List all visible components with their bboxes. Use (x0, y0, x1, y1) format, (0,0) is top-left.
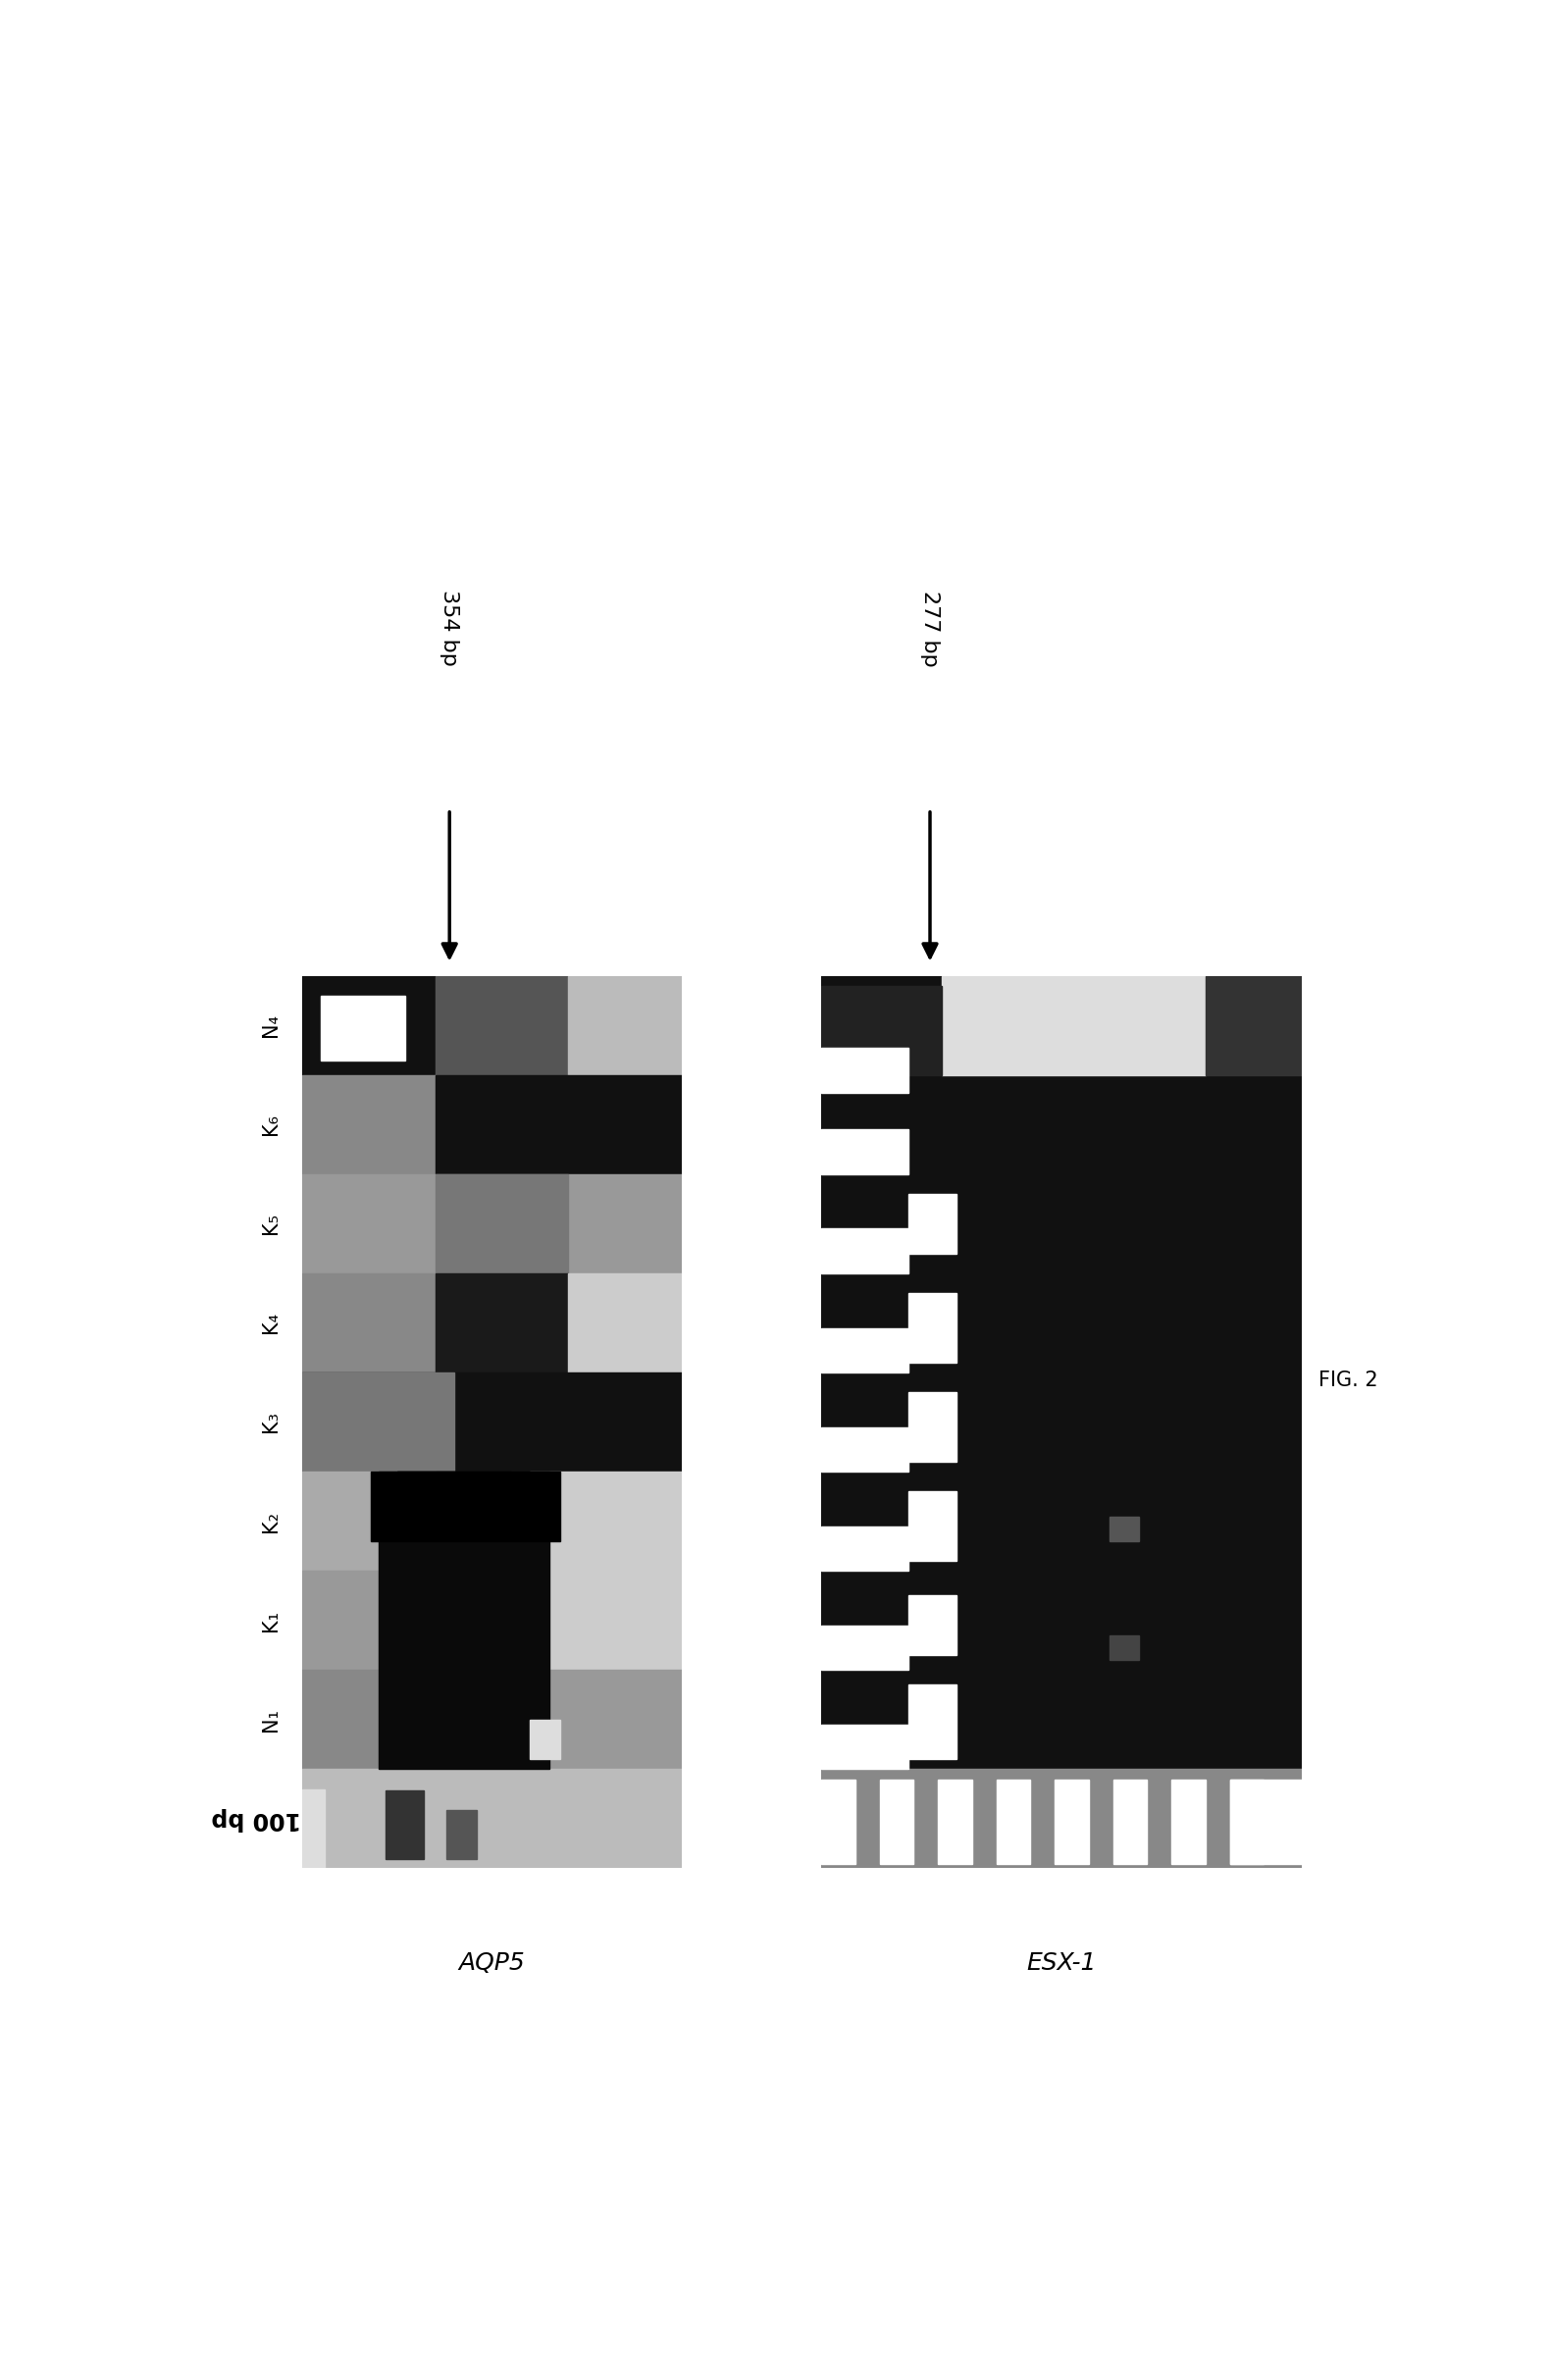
Bar (302, 976, 436, 1076)
Bar (1172, 1780, 1206, 1864)
Bar (567, 976, 682, 1076)
Bar (822, 1780, 856, 1864)
Text: AQP5: AQP5 (459, 1952, 525, 1975)
Bar (302, 1790, 326, 1868)
Bar (908, 1595, 956, 1654)
Bar (446, 1809, 477, 1859)
Bar (1231, 1780, 1263, 1864)
Bar (386, 1790, 423, 1859)
Text: N₁: N₁ (262, 1709, 281, 1730)
Bar (880, 1780, 913, 1864)
Text: K₄: K₄ (262, 1311, 281, 1333)
Bar (1206, 976, 1302, 1076)
Bar (530, 1471, 682, 1571)
Text: K₁: K₁ (262, 1609, 281, 1630)
Bar (822, 1671, 1302, 1768)
Bar (549, 1571, 682, 1671)
Bar (822, 1626, 908, 1671)
Text: N₄: N₄ (262, 1014, 281, 1038)
Bar (1231, 1780, 1302, 1864)
Bar (822, 985, 1302, 1076)
Bar (822, 1768, 1302, 1868)
Bar (908, 1392, 956, 1461)
Bar (908, 1685, 956, 1759)
Bar (822, 966, 1302, 1026)
Bar (822, 1228, 908, 1273)
Text: K₂: K₂ (262, 1511, 281, 1533)
Bar (549, 1671, 682, 1768)
Bar (822, 1130, 908, 1173)
Bar (822, 1526, 908, 1571)
Bar (302, 1373, 454, 1471)
Bar (302, 1671, 378, 1768)
Text: ESX-1: ESX-1 (1026, 1952, 1097, 1975)
Text: K₅: K₅ (262, 1214, 281, 1235)
Bar (908, 1292, 956, 1361)
Bar (822, 1047, 908, 1092)
Bar (1110, 1516, 1139, 1542)
Bar (908, 1492, 956, 1561)
Bar (567, 1273, 682, 1373)
Text: K₃: K₃ (262, 1411, 281, 1433)
Bar (822, 1471, 1302, 1571)
Bar (938, 1780, 972, 1864)
Bar (822, 1726, 908, 1768)
Bar (822, 1076, 1302, 1173)
Text: 100 bp: 100 bp (211, 1806, 301, 1830)
Bar (321, 995, 405, 1059)
Bar (302, 1273, 436, 1373)
Bar (302, 1076, 436, 1173)
Bar (1113, 1780, 1147, 1864)
Bar (997, 1780, 1031, 1864)
Bar (942, 976, 1206, 1076)
Bar (822, 1428, 908, 1471)
Bar (822, 985, 942, 1076)
Bar (966, 947, 1206, 1026)
Bar (302, 1373, 682, 1471)
Bar (822, 1328, 908, 1373)
Bar (822, 1373, 1302, 1471)
Bar (436, 1076, 569, 1173)
Bar (436, 1173, 569, 1273)
Bar (302, 1471, 436, 1571)
Bar (302, 1768, 682, 1868)
Bar (436, 976, 569, 1076)
Bar (908, 1195, 956, 1254)
Bar (1110, 1635, 1139, 1661)
Text: 277 bp: 277 bp (921, 590, 939, 666)
Bar (530, 1718, 561, 1759)
Bar (822, 976, 942, 1076)
Bar (397, 1471, 530, 1571)
Text: 354 bp: 354 bp (440, 590, 459, 666)
Text: K₆: K₆ (262, 1114, 281, 1135)
Bar (302, 1571, 378, 1671)
Bar (302, 1173, 682, 1273)
Bar (370, 1471, 561, 1542)
Bar (1056, 1780, 1088, 1864)
Bar (397, 1471, 512, 1521)
Bar (567, 1076, 682, 1173)
Bar (436, 1273, 569, 1373)
Bar (822, 1173, 1302, 1273)
Bar (822, 1571, 1302, 1671)
Bar (378, 1471, 549, 1768)
Text: FIG. 2: FIG. 2 (1319, 1371, 1378, 1390)
Bar (822, 1273, 1302, 1373)
